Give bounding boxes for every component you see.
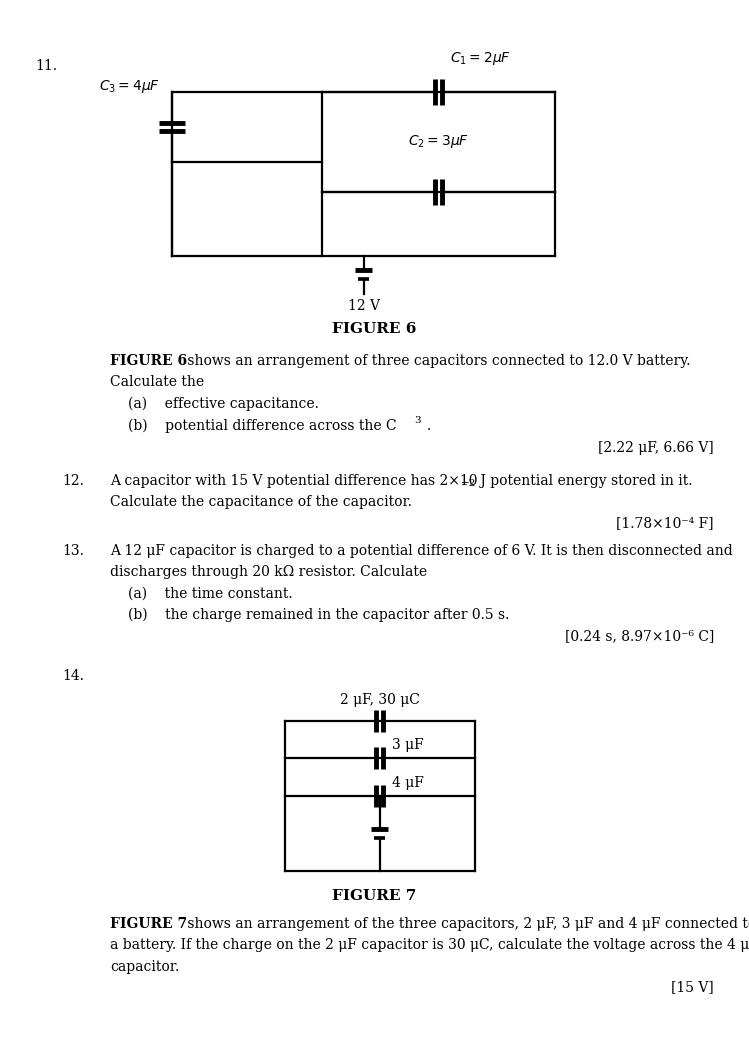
Text: [15 V]: [15 V] bbox=[671, 980, 714, 995]
Text: −2: −2 bbox=[461, 479, 476, 488]
Text: [0.24 s, 8.97×10⁻⁶ C]: [0.24 s, 8.97×10⁻⁶ C] bbox=[565, 630, 714, 643]
Text: [2.22 μF, 6.66 V]: [2.22 μF, 6.66 V] bbox=[598, 441, 714, 454]
Text: .: . bbox=[427, 419, 431, 432]
Text: (b)    the charge remained in the capacitor after 0.5 s.: (b) the charge remained in the capacitor… bbox=[128, 608, 509, 622]
Text: 11.: 11. bbox=[35, 60, 57, 73]
Text: A capacitor with 15 V potential difference has 2×10: A capacitor with 15 V potential differen… bbox=[110, 474, 478, 488]
Text: $C_1 = 2\mu F$: $C_1 = 2\mu F$ bbox=[450, 50, 512, 67]
Text: FIGURE 6: FIGURE 6 bbox=[333, 322, 416, 336]
Text: 2 μF, 30 μC: 2 μF, 30 μC bbox=[339, 692, 419, 707]
Text: $C_2 = 3\mu F$: $C_2 = 3\mu F$ bbox=[408, 134, 469, 150]
Text: shows an arrangement of the three capacitors, 2 μF, 3 μF and 4 μF connected to: shows an arrangement of the three capaci… bbox=[183, 917, 749, 930]
Text: Calculate the: Calculate the bbox=[110, 376, 204, 389]
Text: 3: 3 bbox=[414, 416, 421, 425]
Text: 14.: 14. bbox=[62, 668, 84, 683]
Text: 12.: 12. bbox=[62, 474, 84, 488]
Text: J potential energy stored in it.: J potential energy stored in it. bbox=[476, 474, 693, 488]
Text: discharges through 20 kΩ resistor. Calculate: discharges through 20 kΩ resistor. Calcu… bbox=[110, 565, 427, 579]
Text: 12 V: 12 V bbox=[348, 299, 380, 313]
Text: 3 μF: 3 μF bbox=[392, 738, 423, 753]
Text: 4 μF: 4 μF bbox=[392, 776, 423, 789]
Text: 13.: 13. bbox=[62, 544, 84, 557]
Text: FIGURE 7: FIGURE 7 bbox=[110, 917, 187, 930]
Text: $C_3 = 4\mu F$: $C_3 = 4\mu F$ bbox=[99, 78, 160, 95]
Text: FIGURE 7: FIGURE 7 bbox=[333, 888, 416, 902]
Text: A 12 μF capacitor is charged to a potential difference of 6 V. It is then discon: A 12 μF capacitor is charged to a potent… bbox=[110, 544, 733, 557]
Text: shows an arrangement of three capacitors connected to 12.0 V battery.: shows an arrangement of three capacitors… bbox=[183, 354, 691, 367]
Text: Calculate the capacitance of the capacitor.: Calculate the capacitance of the capacit… bbox=[110, 495, 412, 509]
Text: [1.78×10⁻⁴ F]: [1.78×10⁻⁴ F] bbox=[616, 517, 714, 530]
Text: capacitor.: capacitor. bbox=[110, 959, 179, 973]
Text: (a)    effective capacitance.: (a) effective capacitance. bbox=[128, 397, 319, 411]
Text: (a)    the time constant.: (a) the time constant. bbox=[128, 587, 293, 600]
Text: (b)    potential difference across the C: (b) potential difference across the C bbox=[128, 419, 397, 433]
Text: FIGURE 6: FIGURE 6 bbox=[110, 354, 187, 367]
Text: a battery. If the charge on the 2 μF capacitor is 30 μC, calculate the voltage a: a battery. If the charge on the 2 μF cap… bbox=[110, 938, 749, 952]
